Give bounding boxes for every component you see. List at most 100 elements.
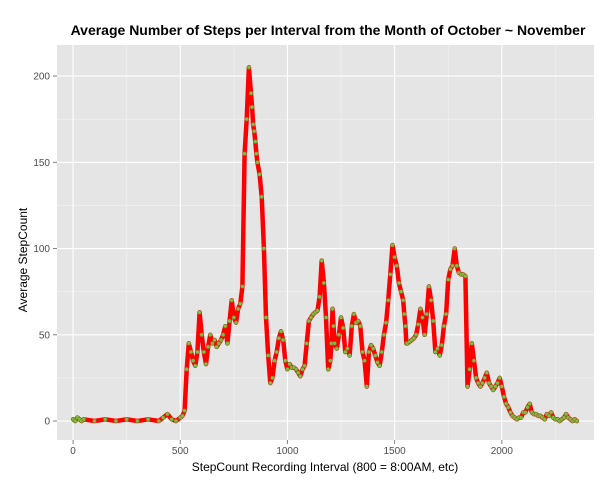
data-point xyxy=(402,311,407,317)
data-point xyxy=(328,358,333,363)
data-point xyxy=(424,311,429,317)
data-point xyxy=(411,336,417,341)
data-point xyxy=(223,323,228,329)
data-point xyxy=(508,410,513,415)
data-point xyxy=(295,370,301,375)
y-tick-label: 50 xyxy=(39,330,51,341)
data-point xyxy=(525,405,530,410)
data-point xyxy=(383,320,389,325)
x-axis-label: StepCount Recording Interval (800 = 8:00… xyxy=(192,460,458,474)
x-tick-label: 0 xyxy=(70,446,76,457)
data-point xyxy=(338,315,344,320)
data-point xyxy=(227,318,232,324)
data-point xyxy=(403,323,408,329)
data-point xyxy=(135,418,140,424)
data-point xyxy=(208,332,213,337)
data-point xyxy=(220,332,226,337)
data-point xyxy=(450,263,455,268)
data-point xyxy=(190,358,196,363)
data-point xyxy=(306,318,312,324)
data-point xyxy=(426,284,432,289)
data-point xyxy=(379,349,384,355)
data-point xyxy=(229,298,234,303)
data-point xyxy=(188,349,194,355)
data-point xyxy=(347,353,352,358)
data-point xyxy=(463,273,468,279)
data-point xyxy=(370,346,376,351)
data-point xyxy=(302,363,307,369)
data-point xyxy=(428,298,434,303)
data-point xyxy=(268,380,273,386)
data-point xyxy=(145,417,151,422)
data-point xyxy=(364,384,369,389)
data-point xyxy=(381,332,387,337)
data-point xyxy=(523,410,528,415)
data-point xyxy=(394,263,399,268)
data-point xyxy=(218,337,224,343)
data-point xyxy=(330,306,335,312)
chart-title: Average Number of Steps per Interval fro… xyxy=(71,22,586,38)
data-point xyxy=(465,384,470,389)
data-point xyxy=(283,358,288,363)
data-point xyxy=(315,308,320,313)
data-point xyxy=(398,289,404,294)
data-point xyxy=(548,410,554,415)
data-point xyxy=(495,380,500,386)
data-point xyxy=(482,375,487,381)
y-axis-ticks: 0 50 100 150 200 xyxy=(33,72,57,428)
data-point xyxy=(173,418,179,424)
data-point xyxy=(392,254,397,260)
data-point xyxy=(250,122,256,127)
data-point xyxy=(377,363,382,369)
data-point xyxy=(452,246,457,251)
minor-gridlines xyxy=(57,45,594,440)
data-point xyxy=(246,65,252,70)
data-point xyxy=(252,129,257,134)
data-point xyxy=(212,337,217,343)
data-point xyxy=(478,384,483,389)
data-point xyxy=(488,384,494,389)
data-point xyxy=(561,415,567,420)
x-tick-label: 500 xyxy=(172,446,189,457)
data-point xyxy=(254,151,259,156)
data-point xyxy=(180,413,185,419)
data-point xyxy=(272,358,277,363)
y-axis-label: Average StepCount xyxy=(16,207,30,312)
data-point xyxy=(263,315,269,320)
data-point xyxy=(486,380,492,386)
data-point xyxy=(238,301,243,306)
data-point xyxy=(358,323,363,329)
x-tick-label: 1000 xyxy=(276,446,299,457)
data-point xyxy=(431,318,436,324)
data-point xyxy=(321,280,327,286)
y-tick-label: 200 xyxy=(33,72,50,83)
data-point xyxy=(331,323,336,329)
data-point xyxy=(336,332,342,337)
data-point xyxy=(184,367,189,372)
data-point xyxy=(469,341,475,346)
data-point xyxy=(300,367,305,372)
data-point xyxy=(205,344,211,350)
data-point xyxy=(480,380,485,386)
data-point xyxy=(433,349,438,355)
data-point xyxy=(375,360,380,365)
data-point xyxy=(340,325,346,331)
data-point xyxy=(345,346,350,351)
data-point xyxy=(280,337,286,343)
data-point xyxy=(169,417,174,422)
data-point xyxy=(287,361,292,367)
data-point xyxy=(388,272,393,277)
data-point xyxy=(124,417,129,422)
data-point xyxy=(193,363,198,369)
data-point xyxy=(199,332,204,337)
y-tick-label: 0 xyxy=(44,417,50,428)
data-point xyxy=(201,349,207,355)
series-points-layer xyxy=(70,65,580,424)
data-point xyxy=(103,417,108,422)
data-point xyxy=(278,329,284,334)
data-point xyxy=(497,375,502,381)
data-point xyxy=(443,311,449,317)
data-point xyxy=(165,411,170,417)
data-point xyxy=(225,341,230,346)
data-point xyxy=(542,417,547,422)
